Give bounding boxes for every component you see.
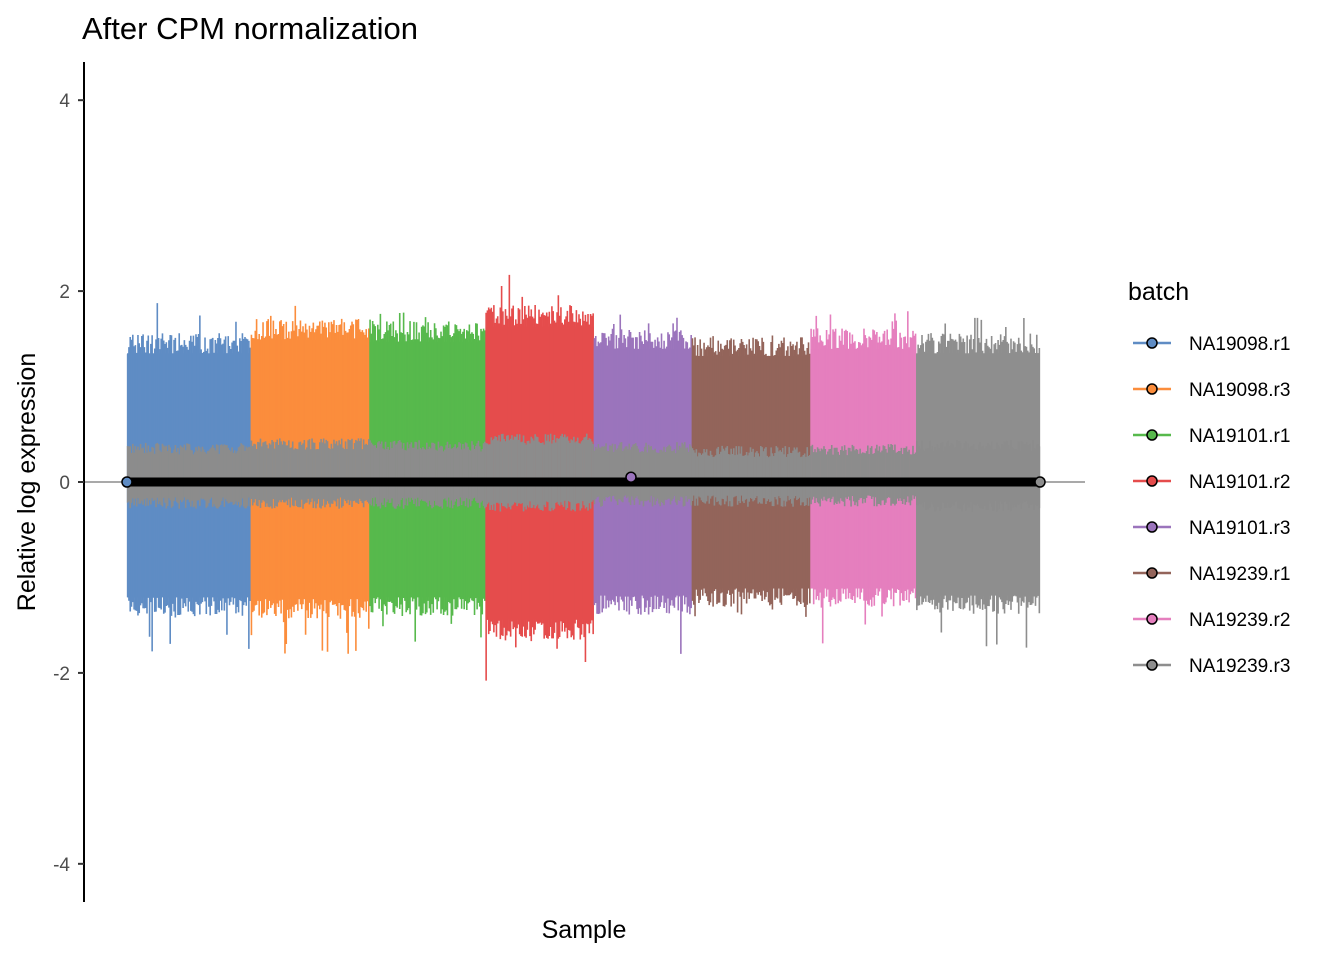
legend-item-NA19101.r3: NA19101.r3: [1133, 518, 1290, 539]
legend-key-point: [1146, 613, 1158, 625]
chart-title: After CPM normalization: [82, 11, 418, 46]
legend-item-NA19239.r3: NA19239.r3: [1133, 656, 1290, 677]
y-tick-label: 0: [59, 473, 70, 494]
inner-band-NA19098.r3: [250, 438, 370, 509]
legend-key-point: [1146, 521, 1158, 533]
inner-band-NA19101.r2: [485, 433, 594, 512]
y-tick-label: -2: [53, 664, 70, 685]
legend-item-NA19101.r1: NA19101.r1: [1133, 426, 1290, 447]
inner-band-NA19239.r2: [810, 444, 917, 507]
legend-label: NA19101.r1: [1189, 426, 1290, 447]
y-tick-label: 2: [59, 282, 70, 303]
legend-item-NA19239.r1: NA19239.r1: [1133, 564, 1290, 585]
legend-key-point: [1146, 337, 1158, 349]
y-axis-title: Relative log expression: [13, 353, 41, 611]
legend-item-NA19098.r3: NA19098.r3: [1133, 380, 1290, 401]
legend-key-point: [1146, 383, 1158, 395]
y-axis-ticks: -4 -2 0 2 4: [53, 91, 84, 876]
median-point: [625, 471, 637, 483]
legend-label: NA19101.r2: [1189, 472, 1290, 493]
legend-label: NA19239.r1: [1189, 564, 1290, 585]
legend-item-NA19239.r2: NA19239.r2: [1133, 610, 1290, 631]
median-point-first: [121, 476, 133, 488]
inner-band-NA19239.r1: [691, 445, 811, 507]
legend-label: NA19239.r2: [1189, 610, 1290, 631]
legend-item-NA19101.r2: NA19101.r2: [1133, 472, 1290, 493]
median-layer: [121, 471, 1046, 488]
legend-title: batch: [1128, 278, 1189, 306]
legend-item-NA19098.r1: NA19098.r1: [1133, 334, 1290, 355]
median-point-last: [1034, 476, 1046, 488]
legend-label: NA19101.r3: [1189, 518, 1290, 539]
legend-label: NA19239.r3: [1189, 656, 1290, 677]
legend-key-point: [1146, 429, 1158, 441]
legend-key-point: [1146, 567, 1158, 579]
inner-band-NA19101.r1: [369, 440, 486, 509]
x-axis-title: Sample: [542, 916, 627, 944]
y-tick-label: -4: [53, 855, 70, 876]
legend-key-point: [1146, 659, 1158, 671]
legend-items: NA19098.r1 NA19098.r3 NA19101.r1 NA19101.r2…: [1133, 334, 1290, 677]
legend: batch NA19098.r1NA19098.r3NA19101.r1NA19…: [1128, 278, 1290, 677]
inner-band-NA19098.r1: [126, 442, 251, 509]
inner-band-NA19239.r3: [916, 440, 1041, 512]
legend-label: NA19098.r3: [1189, 380, 1290, 401]
legend-label: NA19098.r1: [1189, 334, 1290, 355]
y-tick-label: 4: [59, 91, 70, 112]
legend-key-point: [1146, 475, 1158, 487]
